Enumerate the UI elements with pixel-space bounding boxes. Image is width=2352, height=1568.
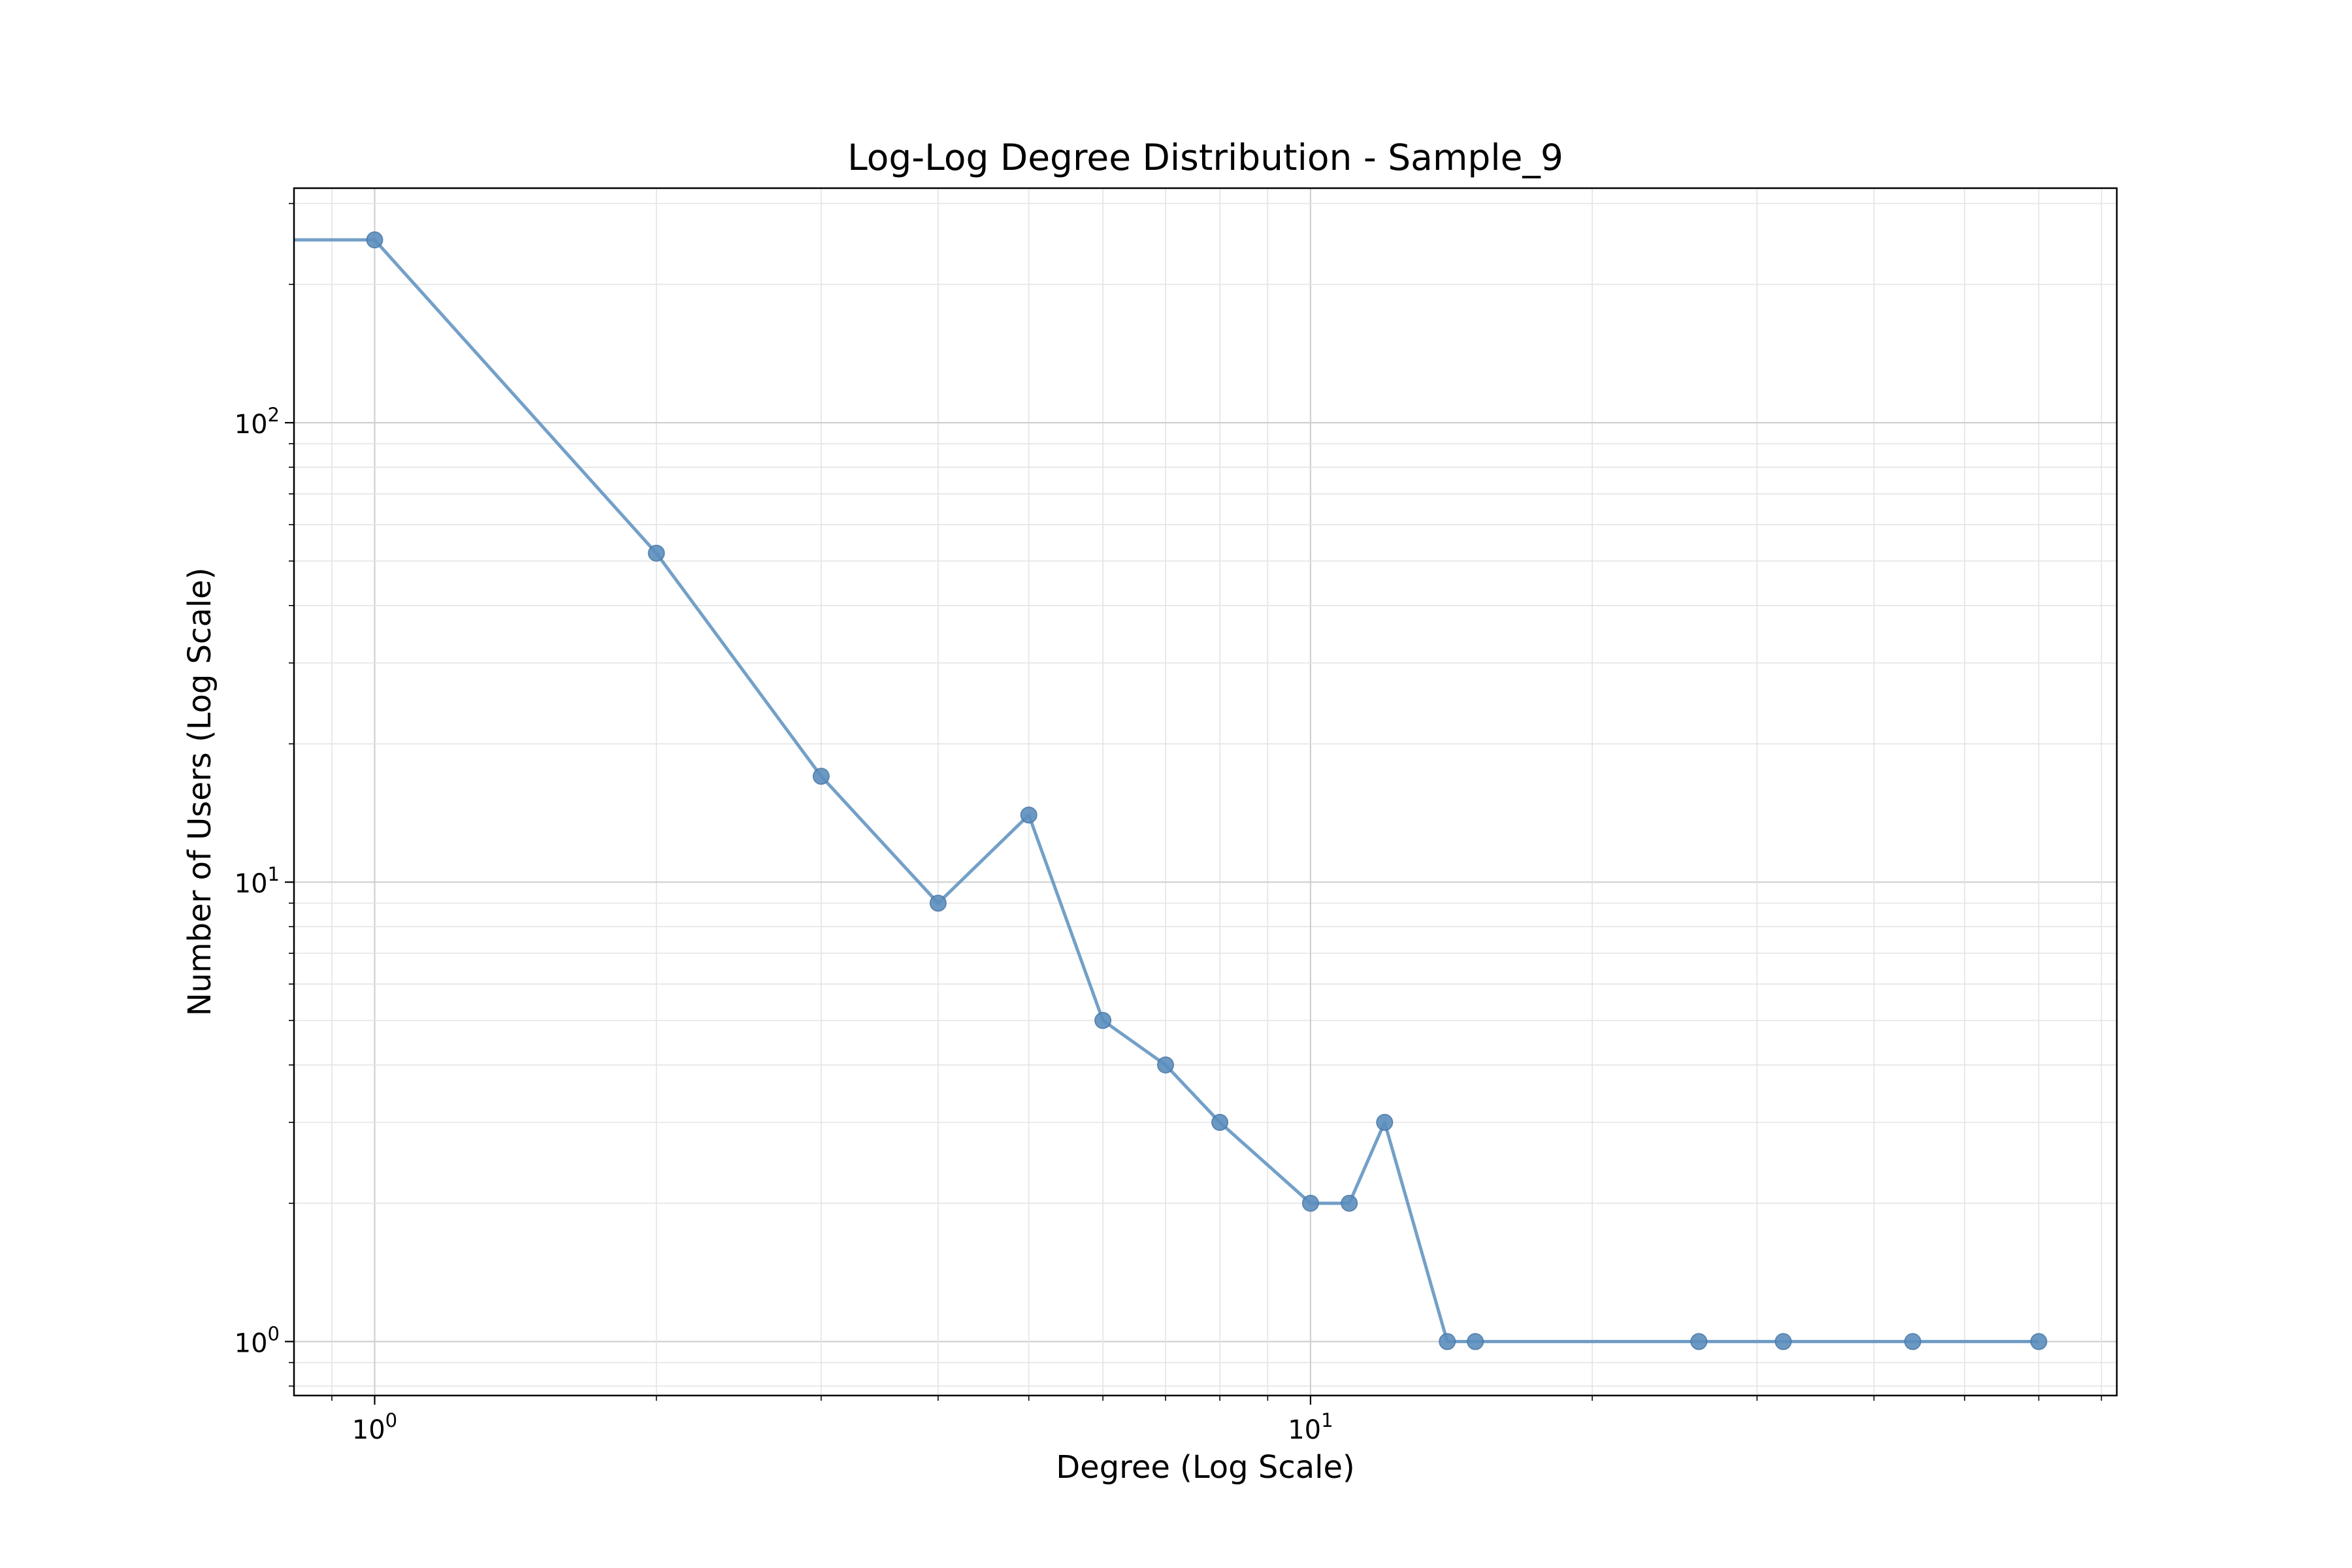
y-tick-label: 102 <box>235 404 280 440</box>
data-point <box>812 768 830 785</box>
plot-frame <box>293 187 2118 1397</box>
data-series <box>294 231 2048 1350</box>
chart-title: Log-Log Degree Distribution - Sample_9 <box>847 137 1563 178</box>
data-point <box>1774 1333 1792 1350</box>
grid <box>294 188 2117 1396</box>
axis-ticks: 100 101 100 101 102 <box>235 203 2102 1445</box>
data-point <box>1094 1011 1112 1029</box>
data-point <box>1376 1113 1394 1131</box>
data-point <box>647 544 665 562</box>
y-tick-label: 101 <box>235 863 280 899</box>
data-point <box>1341 1194 1358 1212</box>
data-point <box>929 894 947 912</box>
y-tick-label: 100 <box>235 1322 280 1358</box>
y-axis-label: Number of Users (Log Scale) <box>182 568 218 1017</box>
data-point <box>366 231 384 249</box>
data-point <box>1211 1113 1229 1131</box>
data-point <box>1157 1056 1175 1074</box>
data-point <box>1467 1333 1484 1350</box>
data-point <box>1020 806 1037 824</box>
data-point <box>1439 1333 1456 1350</box>
data-point <box>1904 1333 1921 1350</box>
x-axis-label: Degree (Log Scale) <box>1056 1449 1355 1486</box>
data-point <box>2030 1333 2048 1350</box>
series-line <box>294 238 2039 1343</box>
x-tick-label: 100 <box>352 1409 397 1445</box>
data-point <box>1690 1333 1708 1350</box>
x-tick-label: 101 <box>1288 1409 1333 1445</box>
data-point <box>1301 1194 1319 1212</box>
